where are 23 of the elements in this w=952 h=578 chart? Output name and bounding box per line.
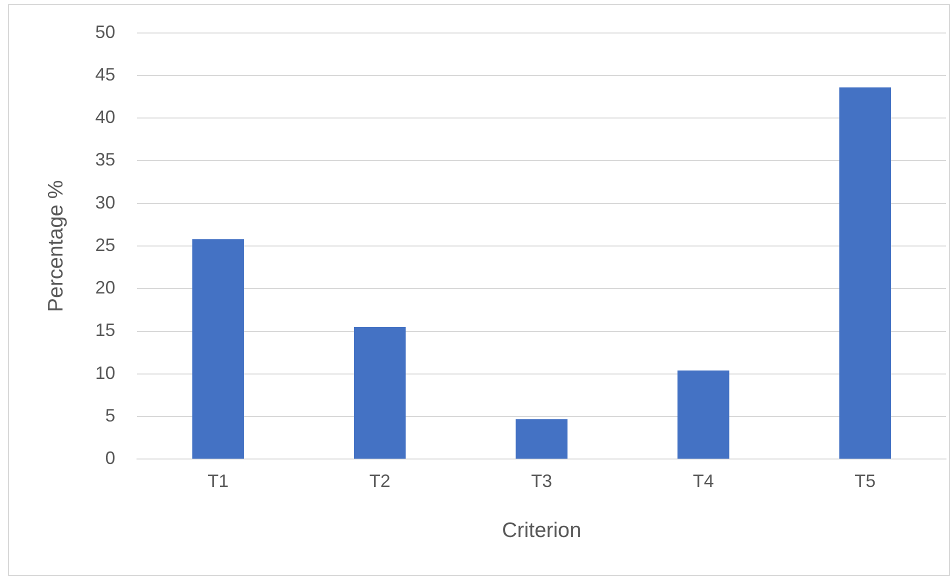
x-tick-label: T1 bbox=[208, 470, 229, 491]
y-axis-title: Percentage % bbox=[44, 180, 68, 312]
y-tick-label: 20 bbox=[95, 278, 116, 298]
bar bbox=[839, 87, 892, 459]
y-tick-label: 50 bbox=[95, 22, 116, 42]
bar bbox=[192, 239, 244, 459]
x-axis-title: Criterion bbox=[502, 519, 582, 542]
x-tick-label: T3 bbox=[531, 470, 552, 491]
bar bbox=[677, 370, 730, 459]
y-tick-label: 30 bbox=[95, 192, 116, 212]
y-tick-label: 10 bbox=[95, 362, 116, 383]
x-tick-label: T4 bbox=[692, 470, 714, 491]
bar bbox=[516, 419, 568, 459]
x-tick-label: T2 bbox=[369, 470, 390, 491]
y-tick-label: 5 bbox=[105, 406, 116, 426]
bar bbox=[354, 327, 406, 459]
y-tick-label: 45 bbox=[95, 64, 116, 84]
y-tick-label: 15 bbox=[95, 320, 116, 340]
y-tick-label: 40 bbox=[95, 107, 116, 128]
x-tick-label: T5 bbox=[854, 470, 876, 491]
y-tick-label: 0 bbox=[105, 448, 116, 468]
y-tick-label: 35 bbox=[95, 150, 116, 170]
y-tick-label: 25 bbox=[95, 234, 116, 255]
